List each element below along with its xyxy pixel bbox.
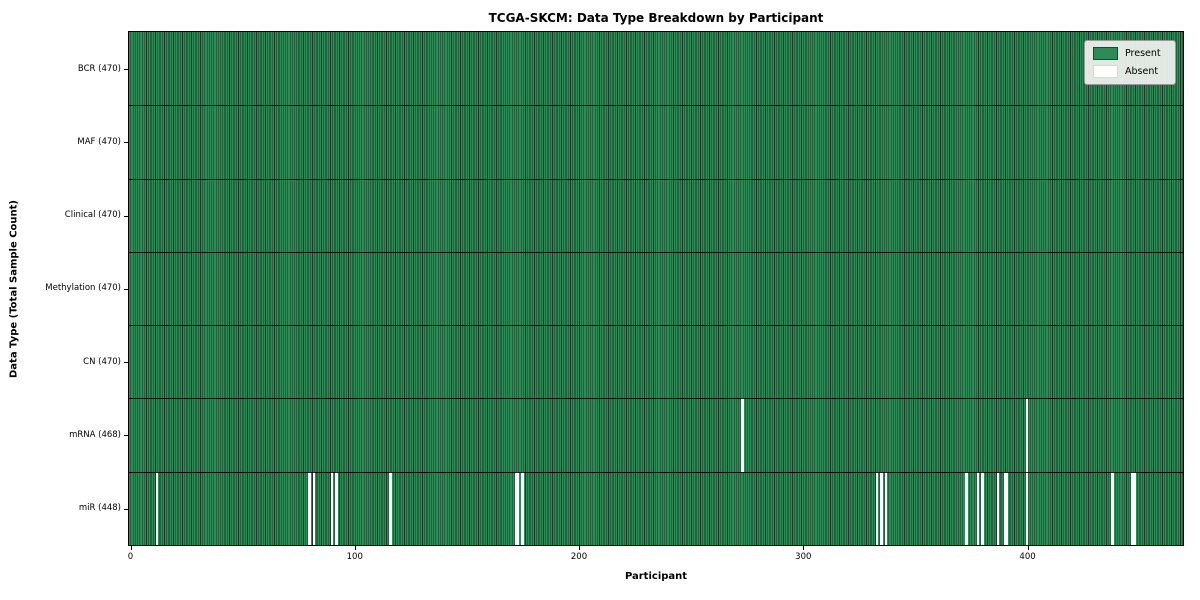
x-tick-label-400: 400 — [1019, 552, 1036, 562]
y-tick-mark — [124, 508, 128, 510]
y-tick-label-MAF: MAF (470) — [77, 136, 121, 147]
y-tick-mark — [124, 435, 128, 437]
x-tick-mark — [130, 546, 132, 550]
y-tick-label-Methylation: Methylation (470) — [45, 283, 121, 294]
absent-cell-miR-448 — [1133, 471, 1137, 545]
absent-cell-miR-12 — [155, 471, 159, 545]
absent-cell-miR-373 — [965, 471, 968, 545]
y-tick-mark — [124, 69, 128, 71]
absent-cell-miR-82 — [312, 471, 316, 545]
absent-cell-miR-438 — [1111, 471, 1114, 545]
absent-cell-miR-92 — [335, 471, 338, 545]
absent-cell-miR-333 — [875, 471, 879, 545]
legend-label-absent: Absent — [1125, 66, 1159, 77]
y-tick-label-Clinical: Clinical (470) — [64, 210, 121, 221]
absent-cell-miR-378 — [976, 471, 980, 545]
row-separator — [129, 471, 1183, 473]
y-tick-mark — [124, 362, 128, 364]
absent-cell-miR-116 — [389, 471, 392, 545]
present-swatch-icon — [1093, 47, 1118, 60]
y-tick-label-miR: miR (448) — [78, 503, 121, 514]
absent-cell-miR-391 — [1005, 471, 1009, 545]
absent-cell-miR-172 — [514, 471, 518, 545]
row-separator — [129, 178, 1183, 180]
y-tick-label-mRNA: mRNA (468) — [69, 429, 121, 440]
legend: Present Absent — [1084, 40, 1176, 85]
x-tick-mark — [579, 546, 581, 550]
absent-cell-miR-447 — [1131, 471, 1134, 545]
absent-cell-miR-380 — [981, 471, 984, 545]
legend-label-present: Present — [1125, 48, 1161, 59]
x-tick-mark — [354, 546, 356, 550]
y-tick-mark — [124, 288, 128, 290]
absent-cell-miR-390 — [1003, 471, 1007, 545]
x-tick-label-200: 200 — [570, 552, 588, 562]
x-axis-label: Participant — [624, 571, 688, 582]
legend-item-absent: Absent — [1093, 65, 1167, 78]
y-tick-mark — [124, 215, 128, 217]
row-separator — [129, 251, 1183, 253]
x-tick-label-100: 100 — [346, 552, 363, 562]
absent-cell-miR-175 — [521, 471, 524, 545]
y-tick-label-BCR: BCR (470) — [77, 63, 121, 74]
y-tick-mark — [124, 142, 128, 144]
x-tick-label-300: 300 — [795, 552, 812, 562]
legend-item-present: Present — [1093, 47, 1167, 60]
y-tick-label-CN: CN (470) — [83, 356, 121, 367]
absent-cell-mRNA-400 — [1026, 398, 1029, 472]
row-separator — [129, 398, 1183, 400]
absent-swatch-icon — [1093, 65, 1118, 78]
absent-cell-miR-337 — [884, 471, 888, 545]
row-separator — [129, 105, 1183, 107]
absent-cell-miR-90 — [330, 471, 334, 545]
absent-cell-miR-400 — [1026, 471, 1029, 545]
absent-cell-miR-173 — [516, 471, 520, 545]
absent-cell-miR-335 — [880, 471, 883, 545]
chart-title: TCGA-SKCM: Data Type Breakdown by Partic… — [488, 11, 824, 25]
absent-cell-miR-387 — [996, 471, 1000, 545]
x-tick-label-0: 0 — [127, 552, 134, 562]
absent-cell-mRNA-273 — [741, 398, 744, 472]
x-tick-mark — [803, 546, 805, 550]
row-separator — [129, 325, 1183, 327]
absent-cell-miR-80 — [308, 471, 311, 545]
plot-area — [128, 31, 1184, 546]
x-tick-mark — [1027, 546, 1029, 550]
